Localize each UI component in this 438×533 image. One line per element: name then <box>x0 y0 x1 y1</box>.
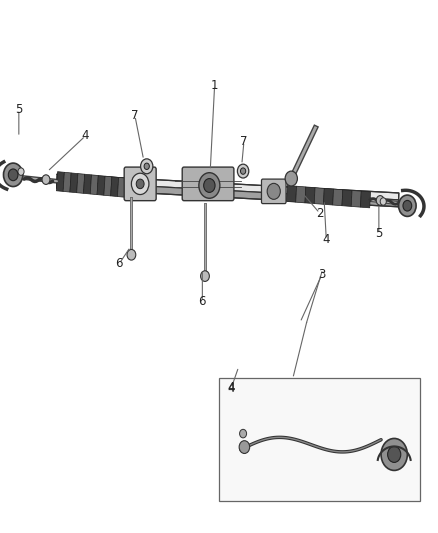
Circle shape <box>204 179 215 192</box>
Circle shape <box>380 198 386 205</box>
Polygon shape <box>63 172 71 192</box>
Polygon shape <box>296 186 306 203</box>
Polygon shape <box>84 174 92 194</box>
Circle shape <box>240 430 247 438</box>
Text: 2: 2 <box>316 207 324 220</box>
Text: 3: 3 <box>318 268 325 281</box>
Text: 5: 5 <box>15 103 22 116</box>
Circle shape <box>399 195 416 216</box>
FancyBboxPatch shape <box>182 167 234 200</box>
Text: 6: 6 <box>198 295 206 308</box>
Polygon shape <box>57 172 64 191</box>
FancyBboxPatch shape <box>124 167 156 200</box>
Circle shape <box>237 164 249 178</box>
Circle shape <box>144 163 149 169</box>
Circle shape <box>388 447 401 463</box>
Circle shape <box>131 173 149 195</box>
Text: 4: 4 <box>81 130 89 142</box>
Polygon shape <box>111 177 119 197</box>
Polygon shape <box>57 174 399 200</box>
Text: 4: 4 <box>322 233 330 246</box>
Polygon shape <box>314 188 324 204</box>
Circle shape <box>285 171 297 186</box>
Circle shape <box>141 159 153 174</box>
Polygon shape <box>117 177 125 197</box>
Polygon shape <box>323 188 334 205</box>
Text: 4: 4 <box>227 381 235 394</box>
Polygon shape <box>57 181 399 207</box>
Polygon shape <box>360 191 371 208</box>
Circle shape <box>136 179 144 189</box>
Circle shape <box>239 441 250 454</box>
Bar <box>219 378 420 501</box>
Polygon shape <box>305 187 315 204</box>
Circle shape <box>199 173 220 198</box>
Polygon shape <box>342 190 352 206</box>
Circle shape <box>376 196 384 205</box>
Circle shape <box>127 249 136 260</box>
Circle shape <box>267 183 280 199</box>
Polygon shape <box>286 185 297 202</box>
Circle shape <box>381 439 407 471</box>
Polygon shape <box>104 176 112 196</box>
Polygon shape <box>97 175 105 195</box>
Circle shape <box>42 175 50 184</box>
Text: 7: 7 <box>131 109 139 122</box>
Polygon shape <box>70 173 78 193</box>
Circle shape <box>8 169 18 181</box>
Circle shape <box>240 168 246 174</box>
Polygon shape <box>90 175 98 195</box>
Text: 4: 4 <box>227 382 235 394</box>
Text: 6: 6 <box>115 257 123 270</box>
FancyBboxPatch shape <box>261 179 286 204</box>
Circle shape <box>201 271 209 281</box>
Text: 7: 7 <box>240 135 248 148</box>
Polygon shape <box>333 189 343 206</box>
Circle shape <box>4 163 23 187</box>
Text: 1: 1 <box>211 79 219 92</box>
Circle shape <box>403 200 412 211</box>
Text: 5: 5 <box>375 227 382 240</box>
Circle shape <box>18 168 24 175</box>
Polygon shape <box>77 174 85 193</box>
Polygon shape <box>351 190 361 207</box>
